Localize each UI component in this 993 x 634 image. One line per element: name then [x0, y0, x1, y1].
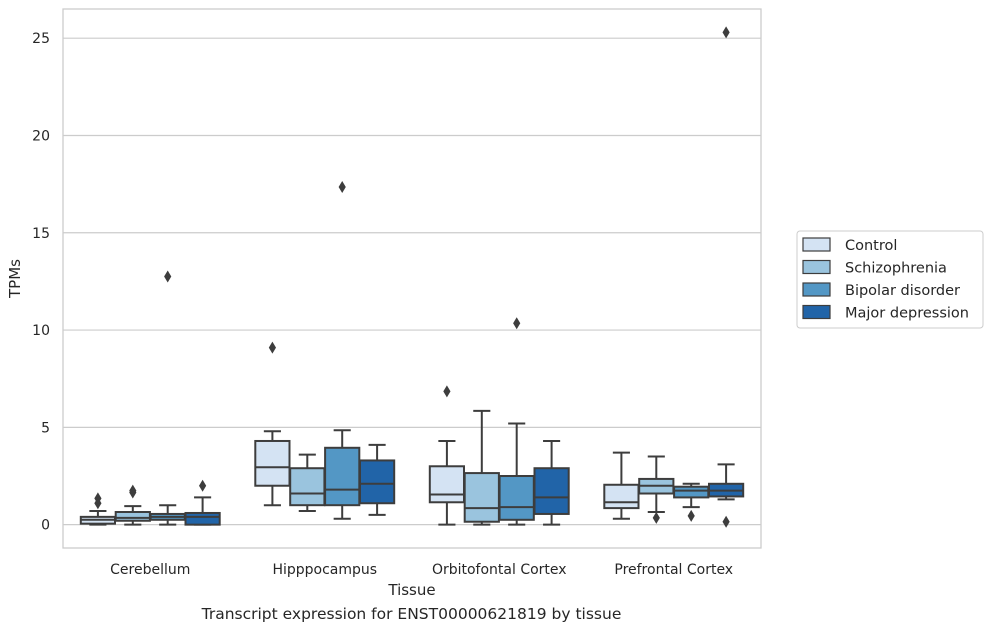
box-bipolar-disorder — [324, 429, 361, 520]
y-tick-label: 10 — [32, 323, 50, 339]
x-tick-labels: Cerebellum Hipppocampus Orbitofontal Corte… — [110, 562, 733, 578]
y-tick-label: 0 — [41, 518, 50, 534]
x-tick-label: Prefrontal Cortex — [614, 562, 733, 578]
iqr-box — [324, 446, 361, 507]
iqr-box — [463, 472, 500, 523]
box-major-depression — [707, 463, 745, 501]
iqr-box — [254, 439, 291, 487]
iqr-box — [498, 475, 535, 521]
outlier-point — [722, 515, 730, 528]
box-control — [79, 510, 117, 526]
outlier-point — [199, 479, 207, 492]
iqr-box — [533, 467, 570, 515]
outlier-point — [164, 270, 172, 283]
iqr-box — [428, 465, 466, 504]
box-bipolar-disorder — [149, 504, 186, 526]
x-tick-label: Cerebellum — [110, 562, 190, 578]
y-tick-label: 15 — [32, 226, 50, 242]
legend-swatch — [802, 259, 831, 275]
legend-frame — [796, 230, 984, 329]
legend-label: Bipolar disorder — [845, 283, 960, 299]
y-tick-label: 25 — [32, 31, 50, 47]
outlier-point — [94, 492, 102, 505]
iqr-box — [603, 483, 640, 510]
box-schizophrenia — [289, 453, 326, 513]
outlier-point — [652, 511, 660, 524]
grid-lines — [63, 37, 761, 526]
legend-swatch — [802, 282, 831, 297]
y-axis-label: TPMs — [6, 259, 24, 299]
x-tick-label: Hipppocampus — [272, 562, 377, 578]
iqr-box — [114, 511, 151, 522]
legend: Control Schizophrenia Bipolar disorder Majo… — [796, 230, 984, 329]
legend-label: Control — [845, 238, 897, 254]
y-tick-label: 5 — [41, 420, 50, 436]
box-schizophrenia — [463, 409, 500, 526]
box-major-depression — [533, 439, 570, 526]
outlier-point — [338, 181, 346, 194]
outlier-point — [722, 26, 730, 39]
box-bipolar-disorder — [498, 422, 535, 526]
plot-frame — [62, 8, 762, 549]
iqr-box — [673, 485, 710, 499]
box-control — [428, 439, 466, 526]
figure-caption: Transcript expression for ENST0000062181… — [201, 605, 622, 623]
outlier-point — [513, 317, 521, 330]
x-tick-label: Orbitofontal Cortex — [432, 562, 567, 578]
box-control — [603, 451, 640, 520]
box-major-depression — [358, 443, 396, 516]
x-axis-label: Tissue — [387, 581, 435, 599]
legend-swatch — [802, 304, 831, 320]
box-schizophrenia — [114, 505, 151, 526]
legend-label: Schizophrenia — [845, 261, 947, 277]
outliers-layer — [94, 26, 730, 528]
legend-swatch — [802, 237, 831, 252]
iqr-box — [358, 459, 396, 505]
y-tick-labels: 0 5 10 15 20 25 — [32, 31, 50, 533]
outlier-point — [443, 385, 451, 398]
y-tick-label: 20 — [32, 128, 50, 144]
box-bipolar-disorder — [673, 482, 710, 509]
outlier-point — [268, 341, 276, 354]
box-control — [254, 430, 291, 507]
outlier-point — [129, 484, 137, 497]
iqr-box — [184, 511, 221, 526]
boxes-layer — [79, 409, 745, 526]
legend-label: Major depression — [845, 306, 969, 322]
outlier-point — [687, 509, 695, 522]
box-schizophrenia — [638, 455, 675, 514]
iqr-box — [289, 467, 326, 507]
box-major-depression — [184, 496, 221, 526]
